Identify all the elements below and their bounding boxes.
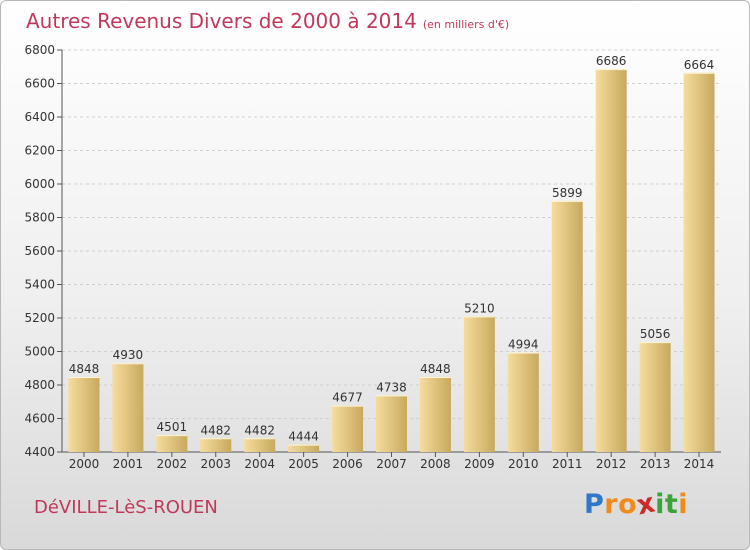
logo-letter: t [664,489,679,520]
logo-letter: i [678,489,689,520]
bar [463,316,495,452]
x-tick-label: 2004 [244,457,275,471]
y-tick-label: 4400 [24,445,55,459]
y-tick-label: 6600 [24,77,55,91]
y-tick-label: 6400 [24,110,55,124]
bar-value-label: 4482 [244,423,275,437]
y-tick-label: 5000 [24,345,55,359]
x-tick-label: 2003 [200,457,231,471]
bar-value-label: 4482 [200,423,231,437]
y-tick-label: 5400 [24,278,55,292]
y-tick-label: 5800 [24,211,55,225]
bar [419,376,451,452]
x-tick-label: 2013 [640,457,671,471]
x-tick-label: 2008 [420,457,451,471]
y-tick-label: 4600 [24,412,55,426]
bar-value-label: 4848 [69,362,100,376]
x-tick-label: 2011 [552,457,583,471]
x-tick-label: 2009 [464,457,495,471]
bar [507,352,539,452]
x-tick-label: 2010 [508,457,539,471]
bar-value-label: 4994 [508,338,539,352]
chart-title: Autres Revenus Divers de 2000 à 2014 (en … [26,9,509,33]
bar [112,363,144,452]
y-tick-label: 6000 [24,177,55,191]
x-tick-label: 2002 [157,457,188,471]
bar-value-label: 4738 [376,380,407,394]
bar [68,376,100,452]
logo-letter: o [618,489,638,520]
x-tick-label: 2007 [376,457,407,471]
bar [595,69,627,452]
x-tick-label: 2012 [596,457,627,471]
bar [639,342,671,452]
bar-value-label: 4930 [113,348,144,362]
bar-value-label: 4444 [288,430,319,444]
y-tick-label: 6200 [24,144,55,158]
y-tick-label: 5600 [24,244,55,258]
bar [156,435,188,452]
x-tick-label: 2001 [113,457,144,471]
bar-value-label: 4677 [332,391,363,405]
location-label: DéVILLE-LèS-ROUEN [34,497,218,518]
x-tick-label: 2000 [69,457,100,471]
y-tick-label: 5200 [24,311,55,325]
bar-value-label: 5210 [464,301,495,315]
bar [244,438,276,452]
bar [332,405,364,452]
title-text: Autres Revenus Divers de 2000 à 2014 [26,9,417,33]
y-tick-label: 6800 [24,43,55,57]
bar [288,444,320,452]
proxiti-logo: Proxiti [584,487,689,521]
bar-value-label: 6664 [684,58,715,72]
chart-subtitle: (en milliers d'€) [422,18,510,31]
logo-letter: r [604,489,619,520]
logo-letter: i [655,489,665,520]
bar-value-label: 6686 [596,54,627,68]
bar [551,200,583,452]
x-tick-label: 2006 [332,457,363,471]
bar [683,72,715,452]
bar-value-label: 4501 [157,420,188,434]
bar [376,395,407,452]
bar-value-label: 5056 [640,327,671,341]
bar-value-label: 5899 [552,186,583,200]
bar-value-label: 4848 [420,362,451,376]
bar [200,438,232,452]
x-tick-label: 2014 [684,457,715,471]
logo-letter: P [584,489,605,520]
y-tick-label: 4800 [24,378,55,392]
x-tick-label: 2005 [288,457,319,471]
